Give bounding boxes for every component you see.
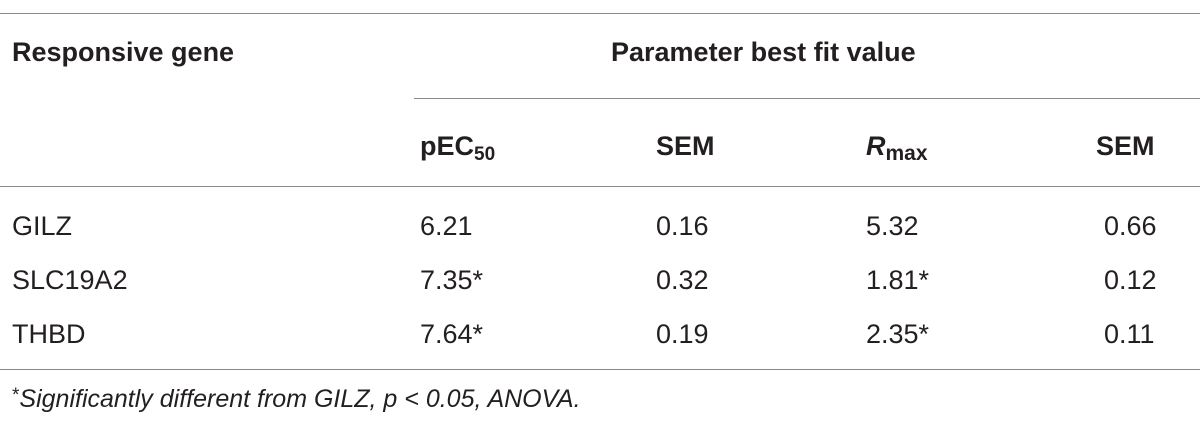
row-3-pec50: 7.64* [420,319,484,349]
column-header-pec50: pEC50 [420,130,496,165]
column-header-rmax-main: R [866,131,886,161]
row-header-label: Responsive gene [12,37,235,67]
row-2-sem1: 0.32 [656,265,709,295]
column-header-rmax: Rmax [866,130,928,165]
row-3-rmax: 2.35* [866,319,930,349]
header-bottom-rule [0,186,1200,187]
footnote-marker: * [12,385,20,406]
row-1-sem1: 0.16 [656,211,709,241]
row-1-pec50: 6.21 [420,211,473,241]
row-1-sem2: 0.66 [1104,211,1157,241]
row-2-sem2: 0.12 [1104,265,1157,295]
row-1-gene: GILZ [12,211,73,241]
table-footnote: *Significantly different from GILZ, p < … [12,385,581,414]
row-2-rmax: 1.81* [866,265,930,295]
column-header-pec50-sub: 50 [474,144,496,165]
column-header-sem-2: SEM [1096,131,1155,161]
column-header-pec50-main: pEC [420,131,474,161]
group-header-rule [414,98,1200,99]
footnote-text: Significantly different from GILZ, p < 0… [19,385,581,413]
row-3-gene: THBD [12,319,86,349]
column-header-rmax-sub: max [885,142,928,165]
row-3-sem1: 0.19 [656,319,709,349]
row-1-rmax: 5.32 [866,211,919,241]
row-2-pec50: 7.35* [420,265,484,295]
bottom-rule [0,369,1200,370]
group-header-label: Parameter best fit value [611,37,916,67]
column-header-sem-1: SEM [656,131,715,161]
top-rule [0,13,1200,14]
row-2-gene: SLC19A2 [12,265,128,295]
row-3-sem2: 0.11 [1104,319,1155,349]
